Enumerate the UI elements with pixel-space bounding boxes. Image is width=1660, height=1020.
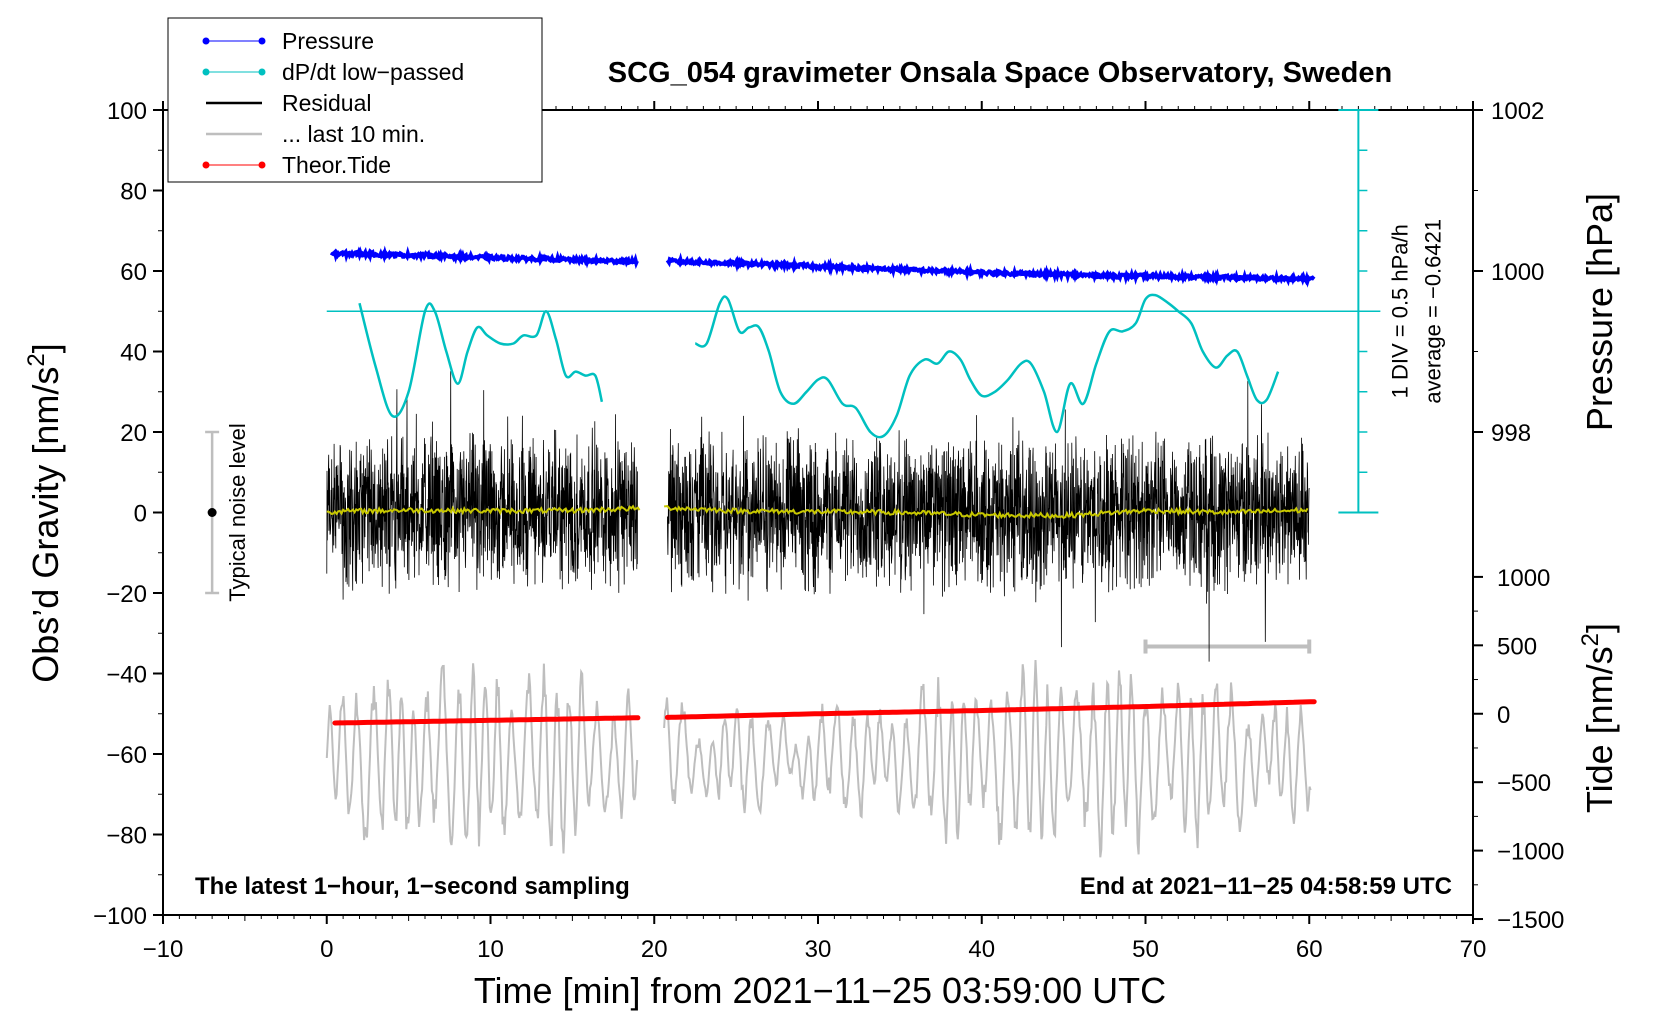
pressure-series [329, 245, 1316, 288]
y-tick-label: 0 [134, 501, 147, 528]
noise-level-bar: Typical noise level [205, 423, 250, 602]
y-axis-pressure-title: Pressure [hPa] [1579, 193, 1620, 431]
x-tick-label: 10 [477, 936, 504, 963]
y-axis-tide-title-sup: 2 [1577, 633, 1604, 646]
pressure-line [665, 252, 1316, 288]
y-axis-tide-title-main: Tide [nm/s [1579, 646, 1620, 813]
legend-marker [258, 37, 266, 45]
y-tick-label: −20 [106, 581, 147, 608]
legend-item: ... last 10 min. [206, 121, 425, 147]
x-tick-label: 70 [1460, 936, 1487, 963]
noise-bar-dot [207, 508, 217, 517]
chart-title: SCG_054 gravimeter Onsala Space Observat… [608, 57, 1392, 89]
legend-box [167, 17, 543, 183]
pressure-tick-label: 998 [1491, 420, 1531, 447]
legend-item: dP/dt low−passed [202, 59, 464, 85]
x-tick-label: 0 [320, 936, 333, 963]
legend-marker [202, 161, 210, 169]
x-axis-title: Time [min] from 2021−11−25 03:59:00 UTC [474, 970, 1166, 1011]
y-tick-label: 40 [120, 340, 147, 367]
noise-bar-label: Typical noise level [225, 423, 250, 602]
y-tick-label: 60 [120, 259, 147, 286]
y-tick-label: 20 [120, 420, 147, 447]
y-axis-left-title-close: ] [25, 343, 66, 353]
legend-item: Theor.Tide [202, 152, 391, 178]
x-tick-label: 40 [968, 936, 995, 963]
tide-tick-label: 0 [1497, 702, 1510, 729]
y-axis-tide-title: Tide [nm/s2] [1577, 623, 1620, 813]
legend-label: dP/dt low−passed [282, 59, 464, 85]
y-axis-left-title-main: Obs’d Gravity [nm/s [25, 367, 66, 683]
y-axis-tide-title-close: ] [1579, 623, 1620, 633]
rate-average-label: average = −0.6421 [1420, 219, 1445, 404]
legend-label: Pressure [282, 28, 374, 54]
legend: Pressure dP/dt low−passed Residual ... last… [167, 17, 543, 183]
residual-mean-series [326, 504, 1309, 520]
legend-label: Residual [282, 90, 372, 116]
y-tick-label: −40 [106, 662, 147, 689]
theor-tide-series [332, 699, 1317, 726]
tide-tick-label: 500 [1497, 633, 1537, 660]
last-10-min-line [325, 663, 639, 854]
rate-scale-label: 1 DIV = 0.5 hPa/h [1387, 224, 1412, 398]
y-axis-left-title-sup: 2 [23, 353, 50, 366]
legend-label: ... last 10 min. [282, 121, 425, 147]
y-tick-label: −100 [93, 903, 147, 930]
residual-mean-line [664, 505, 1309, 520]
y-tick-label: −80 [106, 823, 147, 850]
tide-tick-label: −500 [1497, 770, 1551, 797]
last-10-min-line [663, 659, 1312, 858]
residual-line [667, 380, 1310, 662]
pressure-rate-scale: 1 DIV = 0.5 hPa/h average = −0.6421 [326, 109, 1445, 514]
legend-marker [202, 37, 210, 45]
x-tick-label: −10 [143, 936, 184, 963]
legend-item: Residual [206, 90, 372, 116]
y-tick-label: −60 [106, 742, 147, 769]
annotation-sampling: The latest 1−hour, 1−second sampling [195, 873, 630, 900]
y-axis-left-title: Obs’d Gravity [nm/s2] [23, 343, 66, 682]
tide-tick-label: 1000 [1497, 565, 1550, 592]
legend-marker [258, 68, 266, 76]
dpdt-line [358, 302, 604, 418]
legend-marker [258, 161, 266, 169]
x-tick-label: 30 [805, 936, 832, 963]
x-tick-label: 60 [1296, 936, 1323, 963]
theor-tide-line [332, 715, 641, 726]
dpdt-line [694, 293, 1280, 439]
residual-mean-line [326, 504, 641, 516]
residual-line [326, 370, 638, 600]
x-tick-label: 50 [1132, 936, 1159, 963]
legend-item: Pressure [202, 28, 374, 54]
y-tick-label: 80 [120, 179, 147, 206]
y-tick-label: 100 [107, 98, 147, 125]
theor-tide-line [664, 699, 1317, 720]
last-10-min-series [325, 639, 1312, 858]
dpdt-series [358, 293, 1280, 439]
axes: −10 0 10 20 30 40 50 60 70−100−80−60−40−20020406… [93, 98, 1564, 963]
tide-tick-label: −1500 [1497, 907, 1564, 934]
tide-tick-label: −1000 [1497, 839, 1564, 866]
legend-label: Theor.Tide [282, 152, 391, 178]
pressure-tick-label: 1000 [1491, 259, 1544, 286]
pressure-tick-label: 1002 [1491, 98, 1544, 125]
x-tick-label: 20 [641, 936, 668, 963]
annotation-end-time: End at 2021−11−25 04:58:59 UTC [1080, 873, 1452, 900]
pressure-line [329, 245, 639, 270]
residual-series [326, 370, 1310, 662]
chart-text: SCG_054 gravimeter Onsala Space Observat… [23, 57, 1620, 1011]
legend-marker [202, 68, 210, 76]
